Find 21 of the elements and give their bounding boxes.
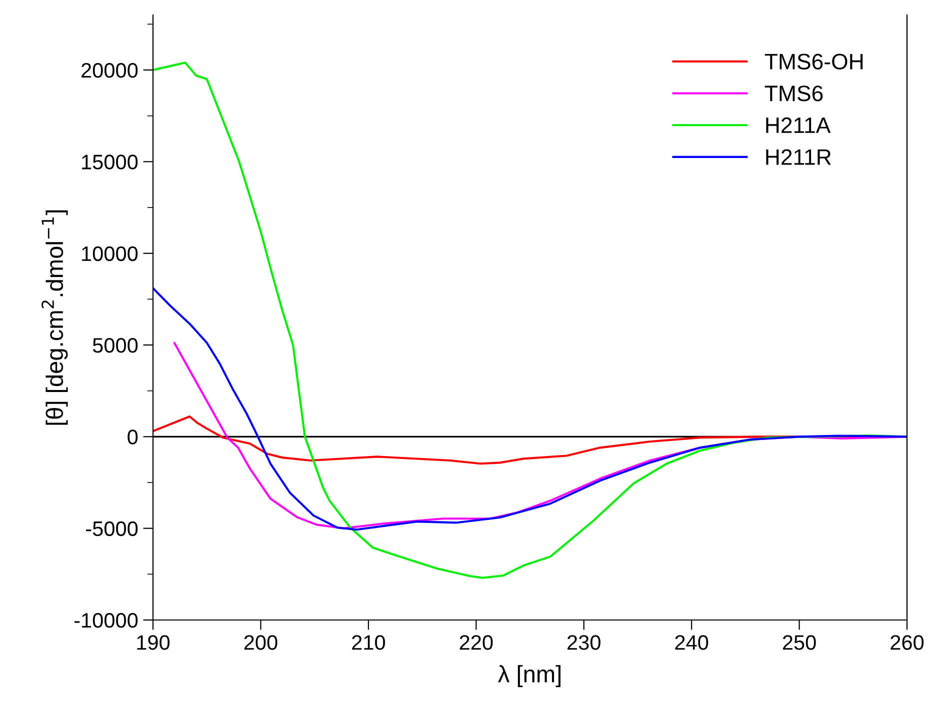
y-tick-label: 5000 xyxy=(92,338,138,353)
x-tick-label: 190 xyxy=(137,635,170,650)
y-tick-label: -10000 xyxy=(74,613,138,628)
x-tick-label: 220 xyxy=(460,635,493,650)
x-tick-label: 260 xyxy=(890,635,924,650)
legend-label: TMS6-OH xyxy=(764,54,863,70)
legend-label: H211R xyxy=(766,149,831,165)
y-axis-title: [θ] [deg.cm$^{2}$.dmol$^{−1}$] xyxy=(42,210,68,425)
y-tick-label: 10000 xyxy=(82,246,138,262)
legend-label: TMS6 xyxy=(764,86,823,102)
x-axis-title: λ [nm] xyxy=(498,665,560,688)
y-tick-label: 0 xyxy=(128,430,138,444)
legend-label: H211A xyxy=(766,117,831,133)
x-tick-label: 250 xyxy=(782,635,816,650)
x-tick-label: 230 xyxy=(568,635,600,650)
x-tick-label: 240 xyxy=(675,635,708,650)
y-tick-label: 20000 xyxy=(82,63,138,78)
x-tick-label: 200 xyxy=(244,635,278,650)
x-tick-label: 210 xyxy=(352,635,385,650)
y-tick-label: 15000 xyxy=(82,154,138,170)
y-tick-label: -5000 xyxy=(86,521,138,536)
